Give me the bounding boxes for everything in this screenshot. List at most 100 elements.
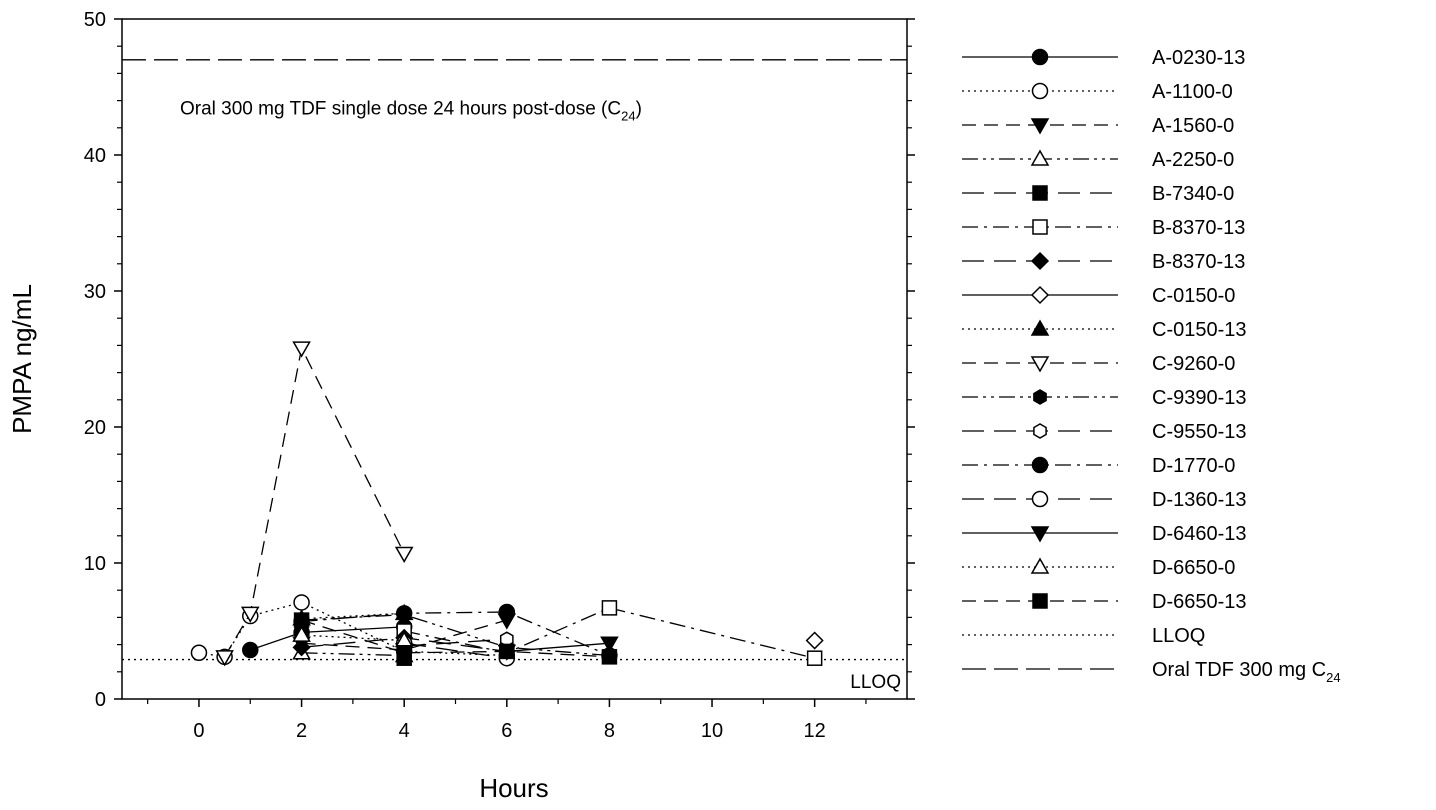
- series-C-0150-13: [292, 603, 414, 626]
- legend-label-text: A-0230-13: [1152, 47, 1245, 69]
- reference-lines: LLOQ Oral 300 mg TDF single dose 24 hours…: [122, 59, 907, 693]
- legend-label: B-7340-0: [1152, 183, 1234, 205]
- legend-label-text: A-1560-0: [1152, 115, 1234, 137]
- data-point: [292, 638, 311, 657]
- series-A-2250-0: [292, 643, 414, 663]
- series-layer: [190, 341, 824, 667]
- legend-label-text: B-8370-13: [1152, 251, 1245, 273]
- legend-item: C-9550-13: [962, 421, 1247, 443]
- data-point: [600, 636, 619, 653]
- legend-label-text: D-6460-13: [1152, 523, 1247, 545]
- legend-label-text: C-0150-13: [1152, 319, 1247, 341]
- legend-label: C-9550-13: [1152, 421, 1247, 443]
- legend-marker: [1032, 185, 1048, 201]
- series-line: [198, 601, 507, 658]
- legend-item: B-8370-13: [962, 217, 1245, 239]
- series-line: [301, 619, 507, 651]
- legend-marker: [1030, 251, 1050, 271]
- x-tick-label: 8: [604, 720, 615, 742]
- legend-marker: [1031, 490, 1049, 508]
- legend-label: D-1770-0: [1152, 455, 1235, 477]
- series-line: [301, 619, 610, 658]
- c24-annotation-text: Oral 300 mg TDF single dose 24 hours pos…: [180, 98, 621, 119]
- data-point: [293, 612, 310, 628]
- x-tick-label: 12: [804, 720, 826, 742]
- legend-label-text: A-2250-0: [1152, 149, 1234, 171]
- legend: A-0230-13 A-1100-0 A-1560-0 A-2250-0 B-7340-…: [962, 47, 1341, 685]
- y-tick-label: 20: [84, 417, 106, 439]
- data-point: [396, 645, 412, 661]
- legend-item: D-1360-13: [962, 489, 1247, 511]
- legend-label: B-8370-13: [1152, 251, 1245, 273]
- legend-item: LLOQ: [962, 625, 1205, 647]
- data-point: [806, 650, 823, 666]
- y-axis-label: PMPA ng/mL: [7, 284, 37, 434]
- series-A-0230-13: [242, 618, 413, 659]
- legend-label: Oral TDF 300 mg C24: [1152, 659, 1341, 685]
- series-line: [301, 652, 405, 657]
- series-C-9260-0: [215, 341, 414, 667]
- legend-label-sub: 24: [1326, 670, 1340, 685]
- legend-item: B-7340-0: [962, 183, 1234, 205]
- y-tick-label: 40: [84, 145, 106, 167]
- c24-annotation: Oral 300 mg TDF single dose 24 hours pos…: [180, 98, 642, 123]
- series-line: [404, 638, 507, 647]
- data-point: [805, 631, 824, 650]
- x-tick-label: 10: [701, 720, 723, 742]
- legend-label-text: LLOQ: [1152, 625, 1205, 647]
- legend-label: A-1560-0: [1152, 115, 1234, 137]
- legend-item: D-6650-13: [962, 591, 1247, 613]
- data-point: [601, 600, 618, 616]
- legend-label: D-6460-13: [1152, 523, 1247, 545]
- series-line: [224, 346, 405, 658]
- legend-label: C-0150-0: [1152, 285, 1235, 307]
- legend-label-text: C-9260-0: [1152, 353, 1235, 375]
- data-point: [292, 625, 311, 642]
- series-line: [404, 607, 815, 659]
- series-C-0150-0: [805, 631, 824, 650]
- legend-label: D-6650-0: [1152, 557, 1235, 579]
- legend-marker: [1030, 118, 1050, 135]
- legend-item: C-9260-0: [962, 353, 1235, 375]
- x-tick-label: 4: [399, 720, 410, 742]
- data-point: [242, 641, 259, 659]
- legend-marker: [1030, 285, 1050, 305]
- data-point: [394, 546, 414, 563]
- y-tick-label: 50: [84, 9, 106, 31]
- legend-marker: [1032, 219, 1048, 235]
- x-tick-label: 0: [193, 720, 204, 742]
- legend-label-text: A-1100-0: [1152, 81, 1233, 103]
- x-axis-label: Hours: [479, 773, 548, 803]
- legend-label: C-0150-13: [1152, 319, 1247, 341]
- legend-marker: [1033, 389, 1047, 405]
- data-point: [395, 605, 413, 622]
- y-tick-label: 30: [84, 281, 106, 303]
- legend-label-text: C-0150-0: [1152, 285, 1235, 307]
- legend-label: A-1100-0: [1152, 81, 1233, 103]
- series-line: [301, 614, 610, 657]
- legend-label-text: Oral TDF 300 mg C: [1152, 659, 1326, 681]
- legend-label: D-6650-13: [1152, 591, 1247, 613]
- legend-marker: [1030, 319, 1050, 336]
- data-point: [498, 603, 516, 621]
- legend-label-text: D-6650-0: [1152, 557, 1235, 579]
- legend-item: C-0150-0: [962, 285, 1235, 307]
- data-point: [190, 644, 208, 662]
- legend-item: B-8370-13: [962, 251, 1245, 273]
- legend-label-text: C-9390-13: [1152, 387, 1247, 409]
- legend-marker: [1031, 82, 1049, 100]
- c24-annotation-sub: 24: [621, 108, 635, 123]
- lloq-label: LLOQ: [850, 672, 901, 693]
- legend-item: D-1770-0: [962, 455, 1235, 477]
- series-D-6650-13: [293, 612, 618, 665]
- legend-label: LLOQ: [1152, 625, 1205, 647]
- legend-label-text: B-8370-13: [1152, 217, 1245, 239]
- c24-annotation-close: ): [636, 98, 642, 119]
- series-line: [404, 642, 507, 659]
- legend-marker: [1031, 456, 1049, 474]
- y-tick-label: 10: [84, 553, 106, 575]
- legend-item: A-1560-0: [962, 115, 1234, 137]
- data-point: [215, 650, 234, 667]
- legend-label-text: D-6650-13: [1152, 591, 1247, 613]
